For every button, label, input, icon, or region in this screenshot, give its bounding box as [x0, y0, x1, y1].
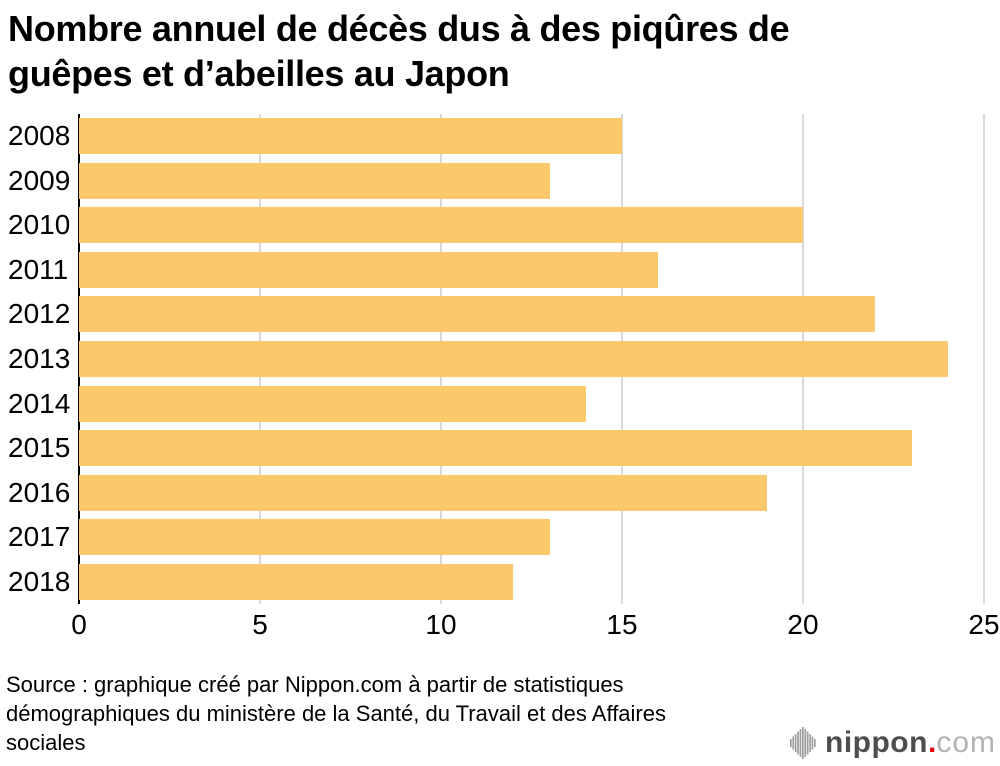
x-tick-20: 20 — [787, 609, 819, 640]
year-label-2008: 2008 — [8, 120, 71, 152]
chart-title: Nombre annuel de décès dus à des piqûres… — [8, 8, 790, 94]
bar-2013 — [79, 341, 948, 377]
year-label-2012: 2012 — [8, 298, 71, 330]
chart-row-2014: 2014 — [0, 381, 1000, 426]
bar-chart: 2008 2009 2010 2011 2012 2013 2014 2015 2016 2017… — [0, 114, 1000, 604]
bar-2015 — [79, 430, 912, 467]
bar-2011 — [79, 251, 659, 288]
year-label-2014: 2014 — [8, 387, 71, 419]
bar-2016 — [79, 474, 767, 511]
year-label-2016: 2016 — [8, 476, 71, 508]
year-label-2010: 2010 — [8, 209, 71, 241]
chart-row-2012: 2012 — [0, 292, 1000, 337]
infographic-page: Nombre annuel de décès dus à des piqûres… — [0, 6, 1000, 766]
year-label-2015: 2015 — [8, 432, 71, 464]
bar-2009 — [79, 162, 550, 199]
bar-2012 — [79, 296, 876, 333]
x-axis: 0 5 10 15 20 25 — [71, 604, 999, 644]
soundwave-icon — [790, 727, 816, 759]
bar-track-2008 — [79, 118, 984, 155]
logo-tld-text: com — [936, 726, 996, 759]
chart-row-2010: 2010 — [0, 203, 1000, 248]
chart-row-2016: 2016 — [0, 470, 1000, 515]
chart-row-2017: 2017 — [0, 515, 1000, 560]
x-tick-0: 0 — [71, 609, 87, 640]
source-note: Source : graphique créé par Nippon.com à… — [6, 672, 666, 755]
bar-2017 — [79, 519, 550, 556]
logo-brand-text: nippon — [825, 726, 928, 759]
x-tick-15: 15 — [606, 609, 638, 640]
nippon-logo: nippon . com — [790, 726, 996, 760]
bar-track-2015 — [79, 430, 984, 467]
bar-2008 — [79, 118, 622, 155]
bar-2018 — [79, 563, 514, 600]
bar-track-2012 — [79, 296, 984, 333]
x-tick-10: 10 — [425, 609, 457, 640]
chart-row-2013: 2013 — [0, 337, 1000, 382]
x-tick-5: 5 — [252, 609, 268, 640]
bar-track-2010 — [79, 207, 984, 244]
chart-row-2009: 2009 — [0, 159, 1000, 204]
bar-track-2017 — [79, 519, 984, 556]
bar-track-2014 — [79, 385, 984, 422]
bar-track-2011 — [79, 251, 984, 288]
chart-row-2018: 2018 — [0, 559, 1000, 604]
bar-track-2018 — [79, 563, 984, 600]
chart-row-2008: 2008 — [0, 114, 1000, 159]
bar-2010 — [79, 207, 803, 244]
bar-rows: 2008 2009 2010 2011 2012 2013 2014 2015 2016 2017… — [0, 114, 1000, 604]
year-label-2009: 2009 — [8, 164, 71, 196]
chart-row-2015: 2015 — [0, 426, 1000, 471]
chart-row-2011: 2011 — [0, 248, 1000, 293]
year-label-2017: 2017 — [8, 521, 71, 553]
x-tick-25: 25 — [968, 609, 1000, 640]
logo-dot: . — [927, 726, 937, 759]
bar-track-2013 — [79, 341, 984, 377]
year-label-2013: 2013 — [8, 343, 71, 374]
year-label-2011: 2011 — [8, 253, 69, 285]
year-label-2018: 2018 — [8, 565, 71, 597]
bar-2014 — [79, 385, 586, 422]
bar-track-2009 — [79, 162, 984, 199]
bar-track-2016 — [79, 474, 984, 511]
